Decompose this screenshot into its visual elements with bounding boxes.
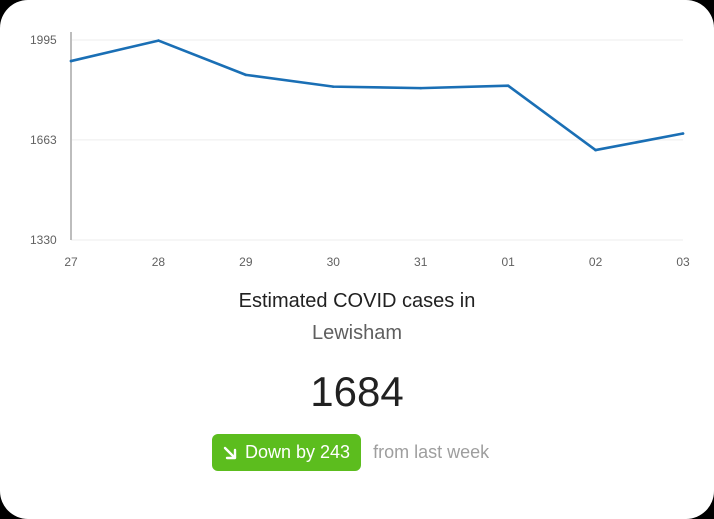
- case-count: 1684: [310, 368, 404, 415]
- y-tick-label: 1330: [30, 233, 57, 247]
- y-tick-label: 1663: [30, 133, 57, 147]
- area-name: Lewisham: [311, 322, 403, 344]
- change-suffix: from last week: [373, 442, 490, 462]
- data-point: [157, 39, 160, 42]
- y-tick-label: 1995: [30, 33, 57, 47]
- data-point: [506, 84, 510, 88]
- x-tick-label: 03: [676, 255, 690, 269]
- data-point: [594, 148, 597, 152]
- x-tick-label: 30: [327, 255, 341, 269]
- arrow-down-right-icon: [223, 446, 237, 459]
- cases-chart: 1995 1663 1330 27 28 29 30 31 01 02 03: [30, 32, 690, 269]
- x-tick-label: 27: [64, 255, 78, 269]
- x-tick-label: 01: [501, 255, 515, 269]
- data-point: [419, 86, 423, 90]
- x-tick-label: 02: [589, 255, 603, 269]
- data-point: [244, 73, 248, 77]
- series-line: [69, 39, 685, 152]
- data-point: [331, 85, 335, 88]
- data-point: [681, 132, 685, 135]
- data-point: [69, 59, 73, 63]
- x-tick-label: 31: [414, 255, 428, 269]
- card-title: Estimated COVID cases in: [238, 290, 476, 312]
- change-row: Down by 243 from last week: [212, 434, 489, 471]
- x-tick-label: 29: [239, 255, 253, 269]
- x-tick-label: 28: [152, 255, 166, 269]
- change-badge: Down by 243: [212, 434, 362, 471]
- change-label: Down by 243: [245, 442, 351, 462]
